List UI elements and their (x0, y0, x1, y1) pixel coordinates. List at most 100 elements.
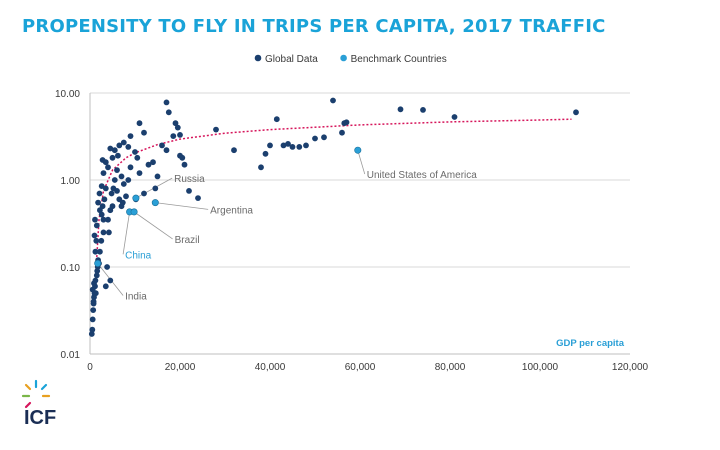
global-point (115, 152, 121, 159)
annotation-leader (122, 211, 130, 255)
benchmark-point (132, 194, 140, 202)
x-tick-label: 100,000 (522, 362, 559, 373)
global-point (109, 154, 116, 161)
benchmark-point (94, 259, 102, 267)
y-tick-label: 10.00 (55, 89, 80, 100)
global-point (98, 237, 105, 244)
global-point (92, 248, 99, 255)
global-point (303, 142, 309, 149)
global-point (312, 135, 318, 142)
global-point (296, 144, 303, 150)
global-point (98, 211, 105, 218)
global-point (99, 157, 106, 163)
x-tick-label: 60,000 (345, 362, 376, 373)
global-point (420, 107, 426, 113)
global-point (145, 161, 152, 168)
global-point (97, 248, 103, 255)
y-tick-label: 0.01 (61, 350, 81, 361)
x-axis-label: GDP per capita (556, 338, 625, 349)
global-point (107, 277, 114, 284)
x-tick-label: 120,000 (612, 362, 649, 373)
global-point (111, 147, 118, 154)
global-point (289, 144, 296, 150)
global-point (125, 177, 132, 183)
global-point (116, 142, 123, 149)
x-tick-label: 20,000 (165, 362, 196, 373)
benchmark-point (151, 199, 159, 207)
global-point (99, 203, 106, 210)
global-point (119, 199, 126, 206)
y-tick-label: 1.00 (61, 176, 81, 187)
global-point (141, 129, 147, 136)
global-point (159, 142, 165, 149)
global-point (136, 170, 143, 177)
global-point (93, 272, 100, 279)
global-point (262, 150, 269, 157)
global-point (152, 185, 159, 192)
global-point (120, 139, 127, 146)
global-point (111, 177, 118, 183)
global-point (134, 154, 141, 161)
global-point (109, 203, 116, 210)
global-point (114, 167, 120, 174)
global-point (123, 193, 129, 200)
global-point (231, 147, 237, 154)
global-point (280, 142, 287, 149)
global-point (136, 120, 143, 127)
global-point (258, 164, 264, 171)
x-tick-label: 40,000 (255, 362, 286, 373)
global-point (177, 132, 183, 138)
global-point (170, 133, 177, 140)
x-tick-label: 80,000 (435, 362, 466, 373)
legend-marker (340, 54, 347, 62)
global-point (321, 134, 327, 141)
global-point (177, 152, 183, 159)
global-point (125, 144, 132, 150)
global-point (172, 120, 179, 127)
legend-marker (254, 54, 262, 62)
global-point (90, 300, 97, 307)
global-point (118, 173, 125, 180)
global-point (93, 222, 100, 229)
global-point (91, 232, 98, 239)
global-point (397, 106, 404, 113)
global-point (101, 196, 108, 203)
annotation-label: China (125, 250, 152, 261)
global-point (165, 109, 172, 116)
global-point (114, 188, 120, 194)
legend-label: Benchmark Countries (351, 54, 447, 65)
global-point (330, 97, 336, 104)
global-point (104, 264, 110, 270)
global-point (174, 124, 181, 131)
global-point (106, 229, 112, 236)
annotation-leader (133, 211, 173, 240)
global-point (213, 126, 219, 133)
annotation-label: Russia (174, 174, 205, 185)
annotation-label: Brazil (175, 235, 200, 246)
global-point (93, 237, 100, 244)
global-point (89, 326, 96, 333)
y-tick-label: 0.10 (61, 263, 81, 274)
global-point (102, 283, 109, 290)
global-point (132, 149, 138, 155)
global-point (105, 164, 111, 171)
global-point (100, 170, 107, 177)
global-point (108, 190, 115, 197)
global-point (107, 145, 114, 152)
annotation-label: United States of America (367, 170, 477, 181)
icf-logo: ICF (21, 379, 56, 429)
global-point (127, 133, 134, 140)
global-point (95, 199, 101, 206)
global-point (102, 185, 109, 192)
global-point (285, 141, 291, 147)
global-point (163, 99, 170, 106)
global-point (267, 142, 273, 149)
global-point (154, 173, 161, 180)
global-point (100, 229, 107, 236)
icf-logo-mark (21, 379, 51, 409)
global-point (100, 216, 107, 223)
x-tick-label: 0 (87, 362, 93, 373)
global-point (150, 159, 156, 166)
global-point (163, 147, 170, 154)
